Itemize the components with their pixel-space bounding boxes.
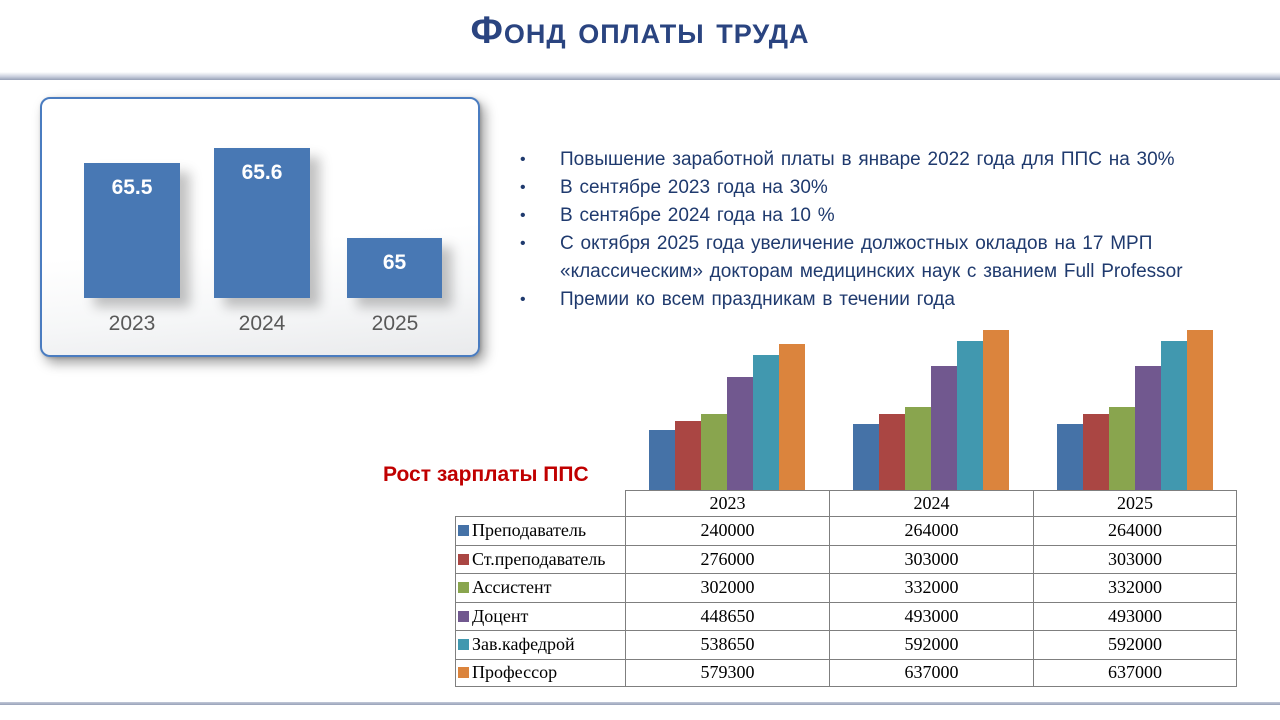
salary-bar-2024 — [879, 414, 905, 490]
salary-table: 2023 2024 2025 Преподаватель 240000 264000 264… — [455, 490, 1237, 687]
salary-bar-2023 — [649, 430, 675, 490]
salary-bar-2023 — [779, 344, 805, 490]
table-value-cell: 493000 — [829, 601, 1033, 630]
table-year-header: 2023 — [625, 490, 829, 516]
table-value-cell: 592000 — [1033, 630, 1237, 659]
fund-bar-value: 65.5 — [111, 176, 153, 199]
bullet-item: Повышение заработной платы в январе 2022… — [517, 146, 1197, 174]
series-name: Ассистент — [472, 577, 552, 598]
salary-bar-2025 — [1057, 424, 1083, 490]
table-row-label: Профессор — [455, 658, 625, 687]
bar-group-2023 — [625, 325, 829, 490]
salary-bar-2025 — [1161, 341, 1187, 490]
fund-bar-2025: 65 — [347, 238, 442, 298]
table-value-cell: 303000 — [829, 544, 1033, 573]
table-value-cell: 592000 — [829, 630, 1033, 659]
legend-swatch — [458, 667, 469, 679]
series-name: Ст.преподаватель — [472, 548, 606, 569]
table-value-cell: 637000 — [1033, 658, 1237, 687]
salary-bar-2023 — [727, 377, 753, 490]
table-row-label: Зав.кафедрой — [455, 630, 625, 659]
title-divider — [0, 72, 1280, 80]
table-row-label: Доцент — [455, 601, 625, 630]
salary-bar-2024 — [957, 341, 983, 490]
salary-bar-2024 — [853, 424, 879, 490]
salary-bar-2024 — [983, 330, 1009, 490]
table-row-label: Ст.преподаватель — [455, 544, 625, 573]
table-value-cell: 538650 — [625, 630, 829, 659]
fund-bar-value: 65.6 — [241, 161, 283, 184]
bullet-item: В сентябре 2023 года на 30% — [517, 174, 1197, 202]
bullet-item: Премии ко всем праздникам в течении года — [517, 286, 1197, 314]
salary-bar-2025 — [1187, 330, 1213, 490]
salary-bar-chart — [625, 325, 1237, 490]
slide-title: Фонд оплаты труда — [470, 10, 810, 52]
table-row-label: Преподаватель — [455, 516, 625, 545]
table-value-cell: 264000 — [829, 516, 1033, 545]
table-value-cell: 240000 — [625, 516, 829, 545]
salary-bar-2023 — [753, 355, 779, 490]
table-value-cell: 579300 — [625, 658, 829, 687]
legend-swatch — [458, 525, 469, 537]
table-row-label: Ассистент — [455, 573, 625, 602]
table-year-header: 2025 — [1033, 490, 1237, 516]
table-value-cell: 276000 — [625, 544, 829, 573]
salary-bar-2024 — [905, 407, 931, 490]
bullet-item: В сентябре 2024 года на 10 % — [517, 202, 1197, 230]
legend-swatch — [458, 553, 469, 565]
salary-bar-2025 — [1109, 407, 1135, 490]
series-name: Доцент — [472, 605, 529, 626]
bullet-list: Повышение заработной платы в январе 2022… — [517, 146, 1197, 314]
bullet-item: С октября 2025 года увеличение должостны… — [517, 230, 1197, 286]
salary-bar-2023 — [701, 414, 727, 490]
table-value-cell: 493000 — [1033, 601, 1237, 630]
series-name: Преподаватель — [472, 520, 587, 541]
table-value-cell: 637000 — [829, 658, 1033, 687]
footer-divider — [0, 702, 1280, 705]
table-value-cell: 264000 — [1033, 516, 1237, 545]
table-value-cell: 332000 — [1033, 573, 1237, 602]
table-value-cell: 303000 — [1033, 544, 1237, 573]
table-value-cell: 448650 — [625, 601, 829, 630]
bar-group-2025 — [1033, 325, 1237, 490]
series-name: Профессор — [472, 662, 558, 683]
fund-chart-panel: 65.5 65.6 65 2023 2024 2025 — [40, 97, 480, 357]
legend-swatch — [458, 582, 469, 594]
fund-axis-label-2024: 2024 — [238, 312, 286, 335]
salary-bar-2023 — [675, 421, 701, 490]
table-corner-cell — [455, 490, 625, 516]
fund-bar-value: 65 — [382, 251, 407, 274]
fund-axis-label-2025: 2025 — [371, 312, 419, 335]
series-name: Зав.кафедрой — [472, 634, 575, 655]
legend-swatch — [458, 610, 469, 622]
legend-swatch — [458, 639, 469, 651]
salary-bar-2025 — [1083, 414, 1109, 490]
table-value-cell: 302000 — [625, 573, 829, 602]
salary-bar-2025 — [1135, 366, 1161, 490]
growth-label: Рост зарплаты ППС — [383, 463, 589, 486]
table-year-header: 2024 — [829, 490, 1033, 516]
table-value-cell: 332000 — [829, 573, 1033, 602]
fund-bar-2023: 65.5 — [84, 163, 180, 298]
bar-group-2024 — [829, 325, 1033, 490]
fund-axis-label-2023: 2023 — [108, 312, 156, 335]
salary-bar-2024 — [931, 366, 957, 490]
fund-bar-2024: 65.6 — [214, 148, 310, 298]
